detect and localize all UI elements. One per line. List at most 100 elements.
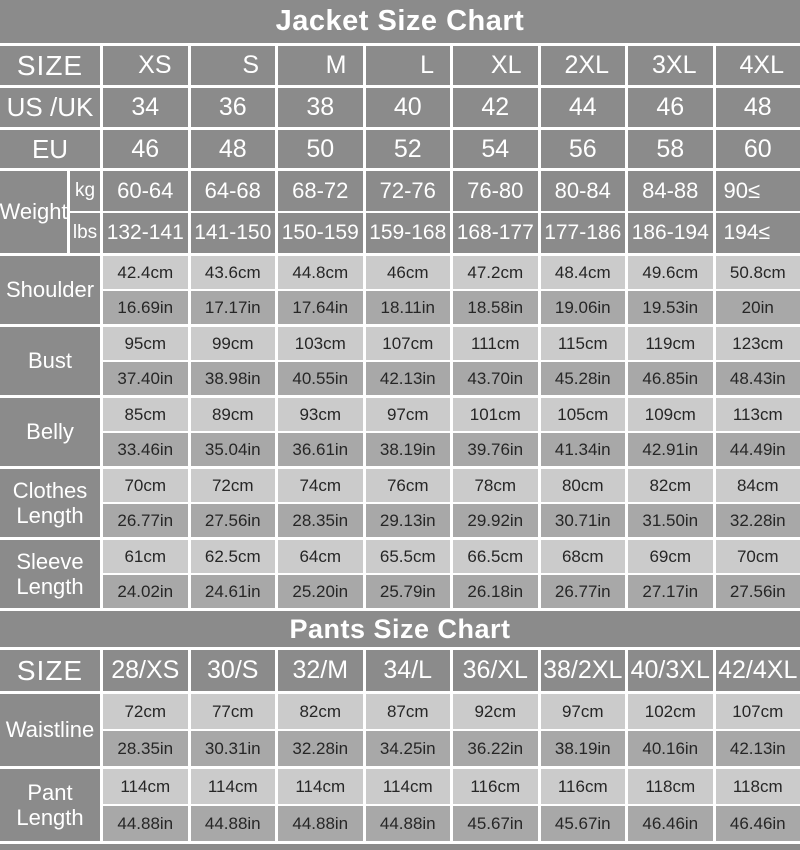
jacket-usuk-cell: 42 xyxy=(453,88,538,127)
clothes-length-cm-cell: 80cm xyxy=(540,469,625,502)
belly-in-cell: 44.49in xyxy=(715,433,800,466)
pant-length-in-cell: 44.88in xyxy=(190,806,275,841)
pants-size-row: SIZE 28/XS 30/S 32/M 34/L 36/XL 38/2XL 40/3XL 4… xyxy=(0,650,800,691)
belly-cm-cell: 105cm xyxy=(540,398,625,431)
section-label-sleeve-length: Sleeve Length xyxy=(0,540,100,608)
belly-cm-cell: 85cm xyxy=(103,398,188,431)
shoulder-in-cell: 19.53in xyxy=(628,291,713,324)
bust-in-cell: 45.28in xyxy=(540,362,625,395)
jacket-eu-cell: 60 xyxy=(715,130,800,168)
jacket-section-clothes-length: Clothes Length 70cm 72cm 74cm 76cm 78cm 80cm 8… xyxy=(0,469,800,537)
bust-cm-cell: 115cm xyxy=(540,327,625,360)
jacket-section-belly: Belly 85cm 89cm 93cm 97cm 101cm 105cm 109cm 113… xyxy=(0,398,800,466)
shoulder-in-cell: 16.69in xyxy=(103,291,188,324)
belly-in-cell: 41.34in xyxy=(540,433,625,466)
jacket-section-sleeve-length: Sleeve Length 61cm 62.5cm 64cm 65.5cm 66.5cm… xyxy=(0,540,800,608)
shoulder-in-cell: 18.11in xyxy=(365,291,450,324)
shoulder-cm-cell: 47.2cm xyxy=(453,256,538,289)
sleeve-length-cm-cell: 61cm xyxy=(103,540,188,573)
section-label-clothes-length: Clothes Length xyxy=(0,469,100,537)
weight-lbs-cell: 159-168 xyxy=(365,213,450,253)
jacket-eu-cell: 48 xyxy=(190,130,275,168)
jacket-eu-cell: 52 xyxy=(365,130,450,168)
sleeve-length-cm-cell: 68cm xyxy=(540,540,625,573)
bust-in-cell: 38.98in xyxy=(190,362,275,395)
weight-lbs-cell: 150-159 xyxy=(278,213,363,253)
pants-size-cell: 40/3XL xyxy=(628,650,713,691)
clothes-length-in-cell: 29.92in xyxy=(453,504,538,537)
pants-size-row-label: SIZE xyxy=(0,650,100,691)
shoulder-cm-cell: 43.6cm xyxy=(190,256,275,289)
jacket-usuk-cell: 38 xyxy=(278,88,363,127)
jacket-weight-rows: Weight kg 60-64 64-68 68-72 72-76 76-80 80-84… xyxy=(0,171,800,253)
pant-length-in-cell: 44.88in xyxy=(365,806,450,841)
sleeve-length-in-cell: 25.20in xyxy=(278,575,363,608)
clothes-length-cm-cell: 70cm xyxy=(103,469,188,502)
jacket-size-cell: 4XL xyxy=(715,46,800,85)
jacket-eu-cell: 50 xyxy=(278,130,363,168)
jacket-usuk-cell: 44 xyxy=(540,88,625,127)
waistline-in-cell: 38.19in xyxy=(540,731,625,766)
sleeve-length-in-cell: 27.56in xyxy=(715,575,800,608)
pants-size-cell: 32/M xyxy=(278,650,363,691)
bust-cm-cell: 99cm xyxy=(190,327,275,360)
weight-lbs-cell: 168-177 xyxy=(453,213,538,253)
weight-lbs-cell: 194≤ xyxy=(715,213,800,253)
jacket-eu-cell: 56 xyxy=(540,130,625,168)
waistline-in-cell: 30.31in xyxy=(190,731,275,766)
pant-length-cm-cell: 114cm xyxy=(365,769,450,804)
sleeve-length-in-cell: 24.02in xyxy=(103,575,188,608)
clothes-length-cm-cell: 74cm xyxy=(278,469,363,502)
pant-length-in-cell: 44.88in xyxy=(278,806,363,841)
waistline-in-cell: 36.22in xyxy=(453,731,538,766)
jacket-eu-cell: 54 xyxy=(453,130,538,168)
shoulder-in-cell: 18.58in xyxy=(453,291,538,324)
jacket-size-cell: L xyxy=(365,46,450,85)
section-label-pant-length: Pant Length xyxy=(0,769,100,841)
pant-length-cm-cell: 116cm xyxy=(453,769,538,804)
bust-cm-cell: 107cm xyxy=(365,327,450,360)
clothes-length-cm-cell: 76cm xyxy=(365,469,450,502)
shoulder-in-cell: 20in xyxy=(715,291,800,324)
weight-kg-cell: 68-72 xyxy=(278,171,363,211)
pant-length-in-cell: 45.67in xyxy=(453,806,538,841)
shoulder-in-cell: 19.06in xyxy=(540,291,625,324)
pants-size-cell: 38/2XL xyxy=(540,650,625,691)
pant-length-in-cell: 46.46in xyxy=(628,806,713,841)
sleeve-length-in-cell: 27.17in xyxy=(628,575,713,608)
sleeve-length-in-cell: 25.79in xyxy=(365,575,450,608)
bust-in-cell: 42.13in xyxy=(365,362,450,395)
bust-cm-cell: 103cm xyxy=(278,327,363,360)
clothes-length-cm-cell: 72cm xyxy=(190,469,275,502)
waistline-cm-cell: 87cm xyxy=(365,694,450,729)
jacket-size-cell: 3XL xyxy=(628,46,713,85)
pant-length-cm-cell: 114cm xyxy=(103,769,188,804)
belly-in-cell: 39.76in xyxy=(453,433,538,466)
waistline-in-cell: 40.16in xyxy=(628,731,713,766)
belly-in-cell: 42.91in xyxy=(628,433,713,466)
sleeve-length-in-cell: 26.77in xyxy=(540,575,625,608)
bust-in-cell: 46.85in xyxy=(628,362,713,395)
jacket-usuk-cell: 48 xyxy=(715,88,800,127)
jacket-usuk-cell: 40 xyxy=(365,88,450,127)
jacket-size-cell: 2XL xyxy=(540,46,625,85)
bust-cm-cell: 119cm xyxy=(628,327,713,360)
pants-chart-title: Pants Size Chart xyxy=(0,611,800,647)
waistline-in-cell: 34.25in xyxy=(365,731,450,766)
sleeve-length-cm-cell: 70cm xyxy=(715,540,800,573)
jacket-size-cell: XS xyxy=(103,46,188,85)
waistline-cm-cell: 82cm xyxy=(278,694,363,729)
jacket-size-cell: S xyxy=(190,46,275,85)
clothes-length-in-cell: 32.28in xyxy=(715,504,800,537)
bottom-background-strip xyxy=(0,844,800,850)
belly-cm-cell: 113cm xyxy=(715,398,800,431)
pant-length-cm-cell: 114cm xyxy=(278,769,363,804)
clothes-length-in-cell: 29.13in xyxy=(365,504,450,537)
waistline-cm-cell: 97cm xyxy=(540,694,625,729)
jacket-eu-row-label: EU xyxy=(0,130,100,168)
jacket-size-cell: M xyxy=(278,46,363,85)
shoulder-cm-cell: 42.4cm xyxy=(103,256,188,289)
jacket-section-bust: Bust 95cm 99cm 103cm 107cm 111cm 115cm 119cm 12… xyxy=(0,327,800,395)
pant-length-in-cell: 46.46in xyxy=(715,806,800,841)
belly-in-cell: 35.04in xyxy=(190,433,275,466)
